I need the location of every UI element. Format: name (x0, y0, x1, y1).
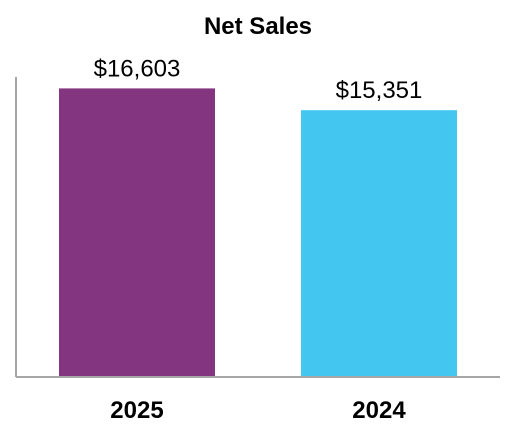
x-tick-label-2025: 2025 (110, 397, 163, 424)
x-tick-label-2024: 2024 (352, 397, 406, 424)
labels-group: $16,603 2025 $15,351 2024 (94, 55, 423, 424)
bar-2024 (301, 110, 457, 377)
chart-title: Net Sales (204, 13, 312, 40)
data-label-2025: $16,603 (94, 55, 181, 82)
bar-2025 (59, 88, 215, 378)
bars-group (59, 88, 457, 378)
data-label-2024: $15,351 (336, 77, 423, 104)
